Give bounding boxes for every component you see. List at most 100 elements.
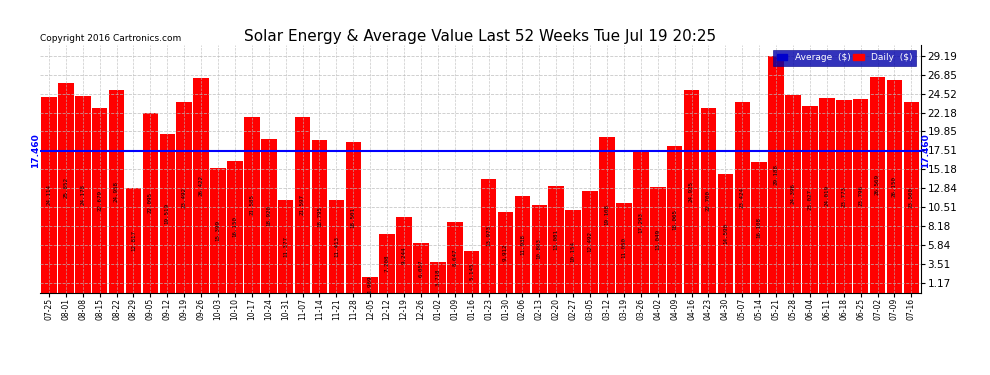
Text: 26.150: 26.150 bbox=[892, 176, 897, 197]
Text: 23.796: 23.796 bbox=[858, 186, 863, 207]
Text: 3.718: 3.718 bbox=[436, 268, 441, 286]
Text: 23.492: 23.492 bbox=[182, 187, 187, 208]
Bar bbox=[396, 217, 412, 292]
Bar bbox=[735, 102, 750, 292]
Text: 29.188: 29.188 bbox=[773, 164, 778, 184]
Text: 22.095: 22.095 bbox=[148, 192, 152, 213]
Bar bbox=[75, 96, 90, 292]
Bar bbox=[701, 108, 716, 292]
Text: 22.700: 22.700 bbox=[706, 190, 711, 211]
Text: 24.114: 24.114 bbox=[47, 184, 51, 205]
Bar bbox=[295, 117, 310, 292]
Bar bbox=[464, 251, 479, 292]
Bar bbox=[210, 168, 226, 292]
Bar bbox=[904, 102, 919, 292]
Title: Solar Energy & Average Value Last 52 Weeks Tue Jul 19 20:25: Solar Energy & Average Value Last 52 Wee… bbox=[245, 29, 716, 44]
Bar bbox=[329, 200, 345, 292]
Text: 7.208: 7.208 bbox=[385, 255, 390, 272]
Text: 23.027: 23.027 bbox=[808, 189, 813, 210]
Bar bbox=[362, 276, 378, 292]
Bar bbox=[481, 179, 496, 292]
Text: 26.569: 26.569 bbox=[875, 174, 880, 195]
Bar bbox=[768, 56, 784, 292]
Text: 8.647: 8.647 bbox=[452, 249, 457, 266]
Bar bbox=[616, 203, 632, 292]
Text: 19.519: 19.519 bbox=[164, 203, 169, 224]
Text: 18.501: 18.501 bbox=[350, 207, 355, 228]
Text: 11.938: 11.938 bbox=[520, 234, 525, 255]
Text: 25.852: 25.852 bbox=[63, 177, 68, 198]
Text: 12.492: 12.492 bbox=[588, 231, 593, 252]
Text: 26.422: 26.422 bbox=[199, 175, 204, 196]
Text: 21.597: 21.597 bbox=[300, 194, 305, 215]
Bar bbox=[836, 100, 851, 292]
Bar bbox=[684, 90, 699, 292]
Text: 17.460: 17.460 bbox=[31, 134, 40, 168]
Bar bbox=[413, 243, 429, 292]
Text: 23.773: 23.773 bbox=[842, 186, 846, 207]
Bar bbox=[515, 196, 531, 292]
Bar bbox=[870, 77, 885, 292]
Bar bbox=[126, 189, 142, 292]
Bar bbox=[159, 134, 175, 292]
Bar bbox=[245, 117, 259, 292]
Text: 16.150: 16.150 bbox=[233, 216, 238, 237]
Text: 18.065: 18.065 bbox=[672, 209, 677, 230]
Bar bbox=[58, 83, 73, 292]
Bar bbox=[346, 142, 361, 292]
Text: 16.108: 16.108 bbox=[756, 217, 761, 238]
Text: 10.803: 10.803 bbox=[537, 238, 542, 259]
Text: 1.969: 1.969 bbox=[367, 276, 372, 293]
Text: 17.460: 17.460 bbox=[921, 134, 930, 168]
Text: 24.019: 24.019 bbox=[825, 184, 830, 206]
Text: 13.973: 13.973 bbox=[486, 225, 491, 246]
Text: 13.081: 13.081 bbox=[553, 229, 558, 250]
Text: Copyright 2016 Cartronics.com: Copyright 2016 Cartronics.com bbox=[41, 34, 182, 43]
Bar bbox=[42, 97, 56, 292]
Bar bbox=[565, 210, 581, 292]
Bar bbox=[667, 146, 682, 292]
Text: 5.145: 5.145 bbox=[469, 263, 474, 280]
Bar bbox=[278, 200, 293, 292]
Bar bbox=[751, 162, 767, 292]
Text: 9.912: 9.912 bbox=[503, 243, 508, 261]
Bar bbox=[887, 80, 902, 292]
Bar bbox=[430, 262, 446, 292]
Text: 19.108: 19.108 bbox=[605, 204, 610, 225]
Bar bbox=[261, 139, 276, 292]
Text: 24.396: 24.396 bbox=[791, 183, 796, 204]
Text: 18.795: 18.795 bbox=[317, 206, 322, 227]
Bar bbox=[193, 78, 209, 292]
Bar bbox=[819, 98, 835, 292]
Bar bbox=[802, 106, 818, 292]
Bar bbox=[633, 152, 648, 292]
Bar bbox=[498, 212, 513, 292]
Text: 23.424: 23.424 bbox=[740, 187, 744, 208]
Text: 14.590: 14.590 bbox=[723, 223, 728, 244]
Text: 11.050: 11.050 bbox=[622, 237, 627, 258]
Text: 24.925: 24.925 bbox=[689, 181, 694, 202]
Text: 13.049: 13.049 bbox=[655, 229, 660, 250]
Bar bbox=[379, 234, 395, 292]
Text: 17.293: 17.293 bbox=[639, 212, 644, 233]
Text: 24.958: 24.958 bbox=[114, 181, 119, 202]
Text: 10.154: 10.154 bbox=[570, 241, 575, 262]
Text: 23.500: 23.500 bbox=[909, 187, 914, 208]
Bar bbox=[532, 205, 547, 292]
Text: 11.413: 11.413 bbox=[334, 236, 339, 257]
Text: 6.057: 6.057 bbox=[419, 259, 424, 277]
Text: 11.377: 11.377 bbox=[283, 236, 288, 257]
Bar bbox=[599, 138, 615, 292]
Bar bbox=[718, 174, 734, 292]
Text: 12.817: 12.817 bbox=[131, 230, 136, 251]
Bar bbox=[312, 140, 328, 292]
Bar bbox=[92, 108, 108, 292]
Bar bbox=[548, 186, 564, 292]
Bar bbox=[176, 102, 192, 292]
Bar bbox=[109, 90, 125, 292]
Text: 15.399: 15.399 bbox=[216, 219, 221, 240]
Bar bbox=[227, 162, 243, 292]
Text: 24.178: 24.178 bbox=[80, 184, 85, 205]
Bar bbox=[447, 222, 462, 292]
Bar bbox=[785, 94, 801, 292]
